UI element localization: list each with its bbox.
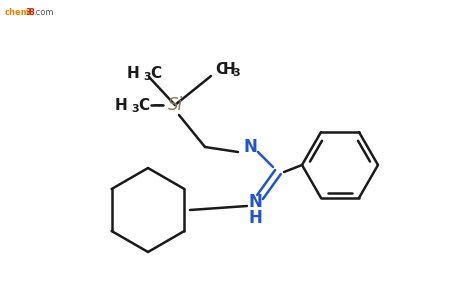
Text: chem: chem <box>5 8 30 17</box>
Text: N: N <box>248 193 262 211</box>
Text: 3: 3 <box>143 72 151 82</box>
Text: N: N <box>243 138 257 156</box>
Text: .com: .com <box>33 8 54 17</box>
Text: 8: 8 <box>29 8 35 17</box>
Text: 3: 3 <box>232 68 240 78</box>
Text: 3: 3 <box>25 8 31 17</box>
Text: H: H <box>126 66 139 81</box>
Text: C: C <box>150 66 161 81</box>
Text: 3: 3 <box>131 104 138 114</box>
Text: Si: Si <box>167 96 182 114</box>
Text: C: C <box>215 62 226 76</box>
Text: C: C <box>138 98 149 113</box>
Text: H: H <box>114 98 127 113</box>
Text: −: − <box>147 98 165 113</box>
Text: H: H <box>223 62 236 76</box>
Text: H: H <box>248 209 262 227</box>
